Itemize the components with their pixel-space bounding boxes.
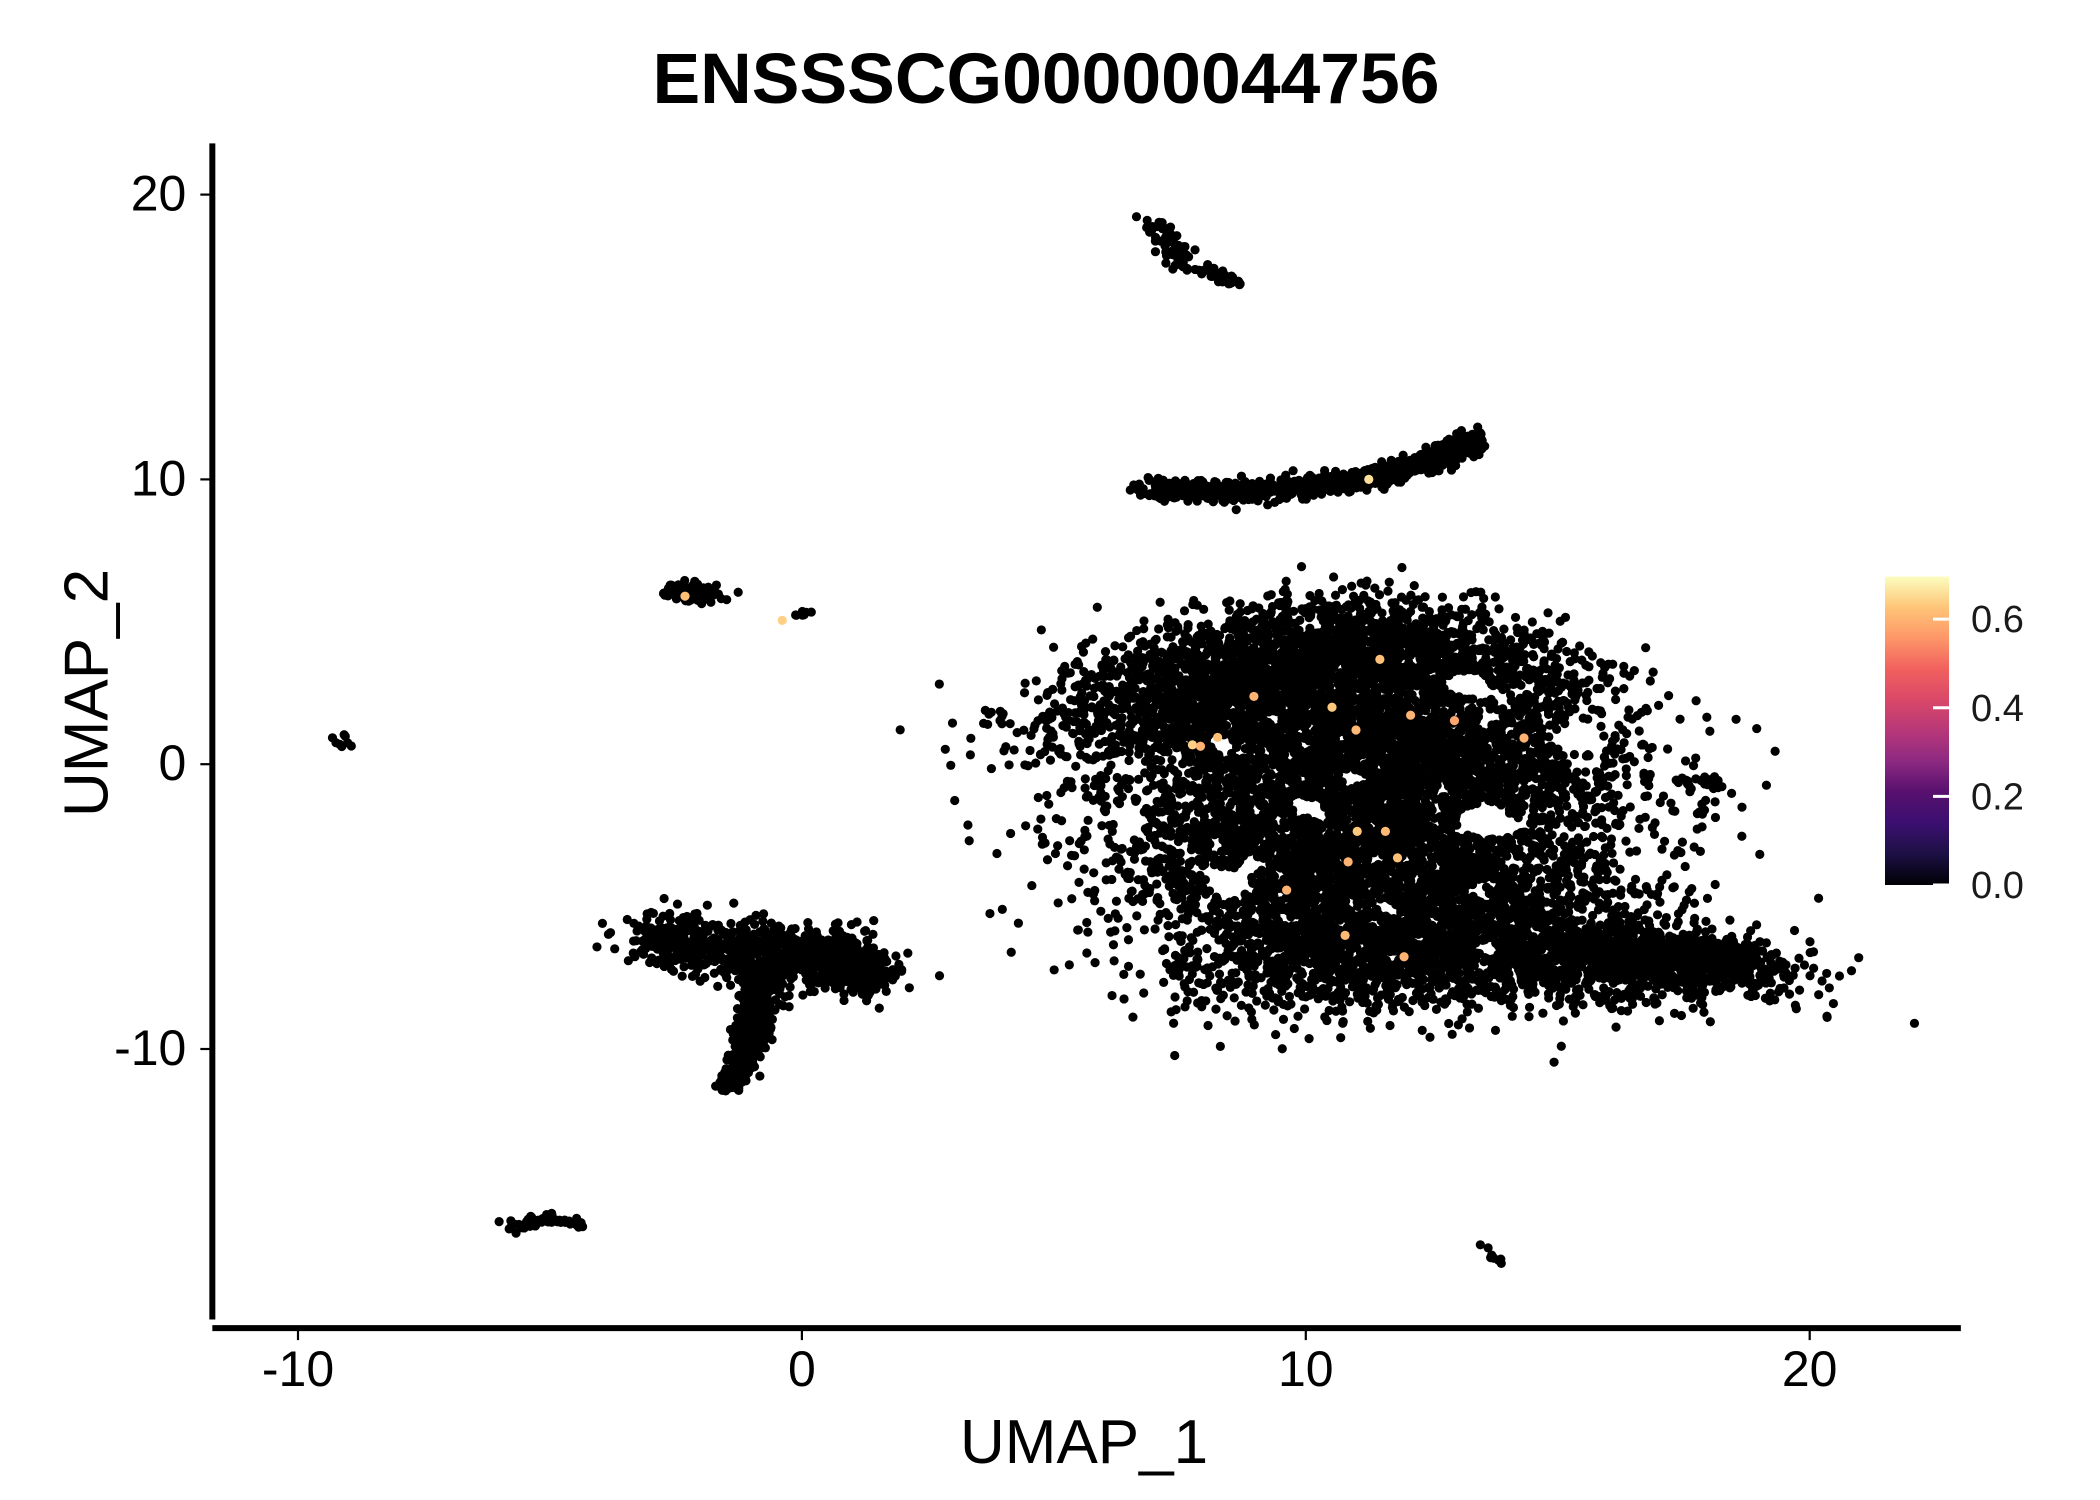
svg-text:20: 20 [131, 166, 187, 222]
svg-text:-10: -10 [262, 1341, 334, 1397]
svg-text:-10: -10 [114, 1020, 186, 1076]
svg-text:0: 0 [788, 1341, 816, 1397]
svg-text:20: 20 [1782, 1341, 1838, 1397]
svg-text:UMAP_1: UMAP_1 [960, 1408, 1208, 1477]
svg-text:UMAP_2: UMAP_2 [52, 569, 121, 817]
svg-text:10: 10 [1278, 1341, 1334, 1397]
svg-text:10: 10 [131, 450, 187, 506]
svg-text:0: 0 [159, 735, 187, 791]
